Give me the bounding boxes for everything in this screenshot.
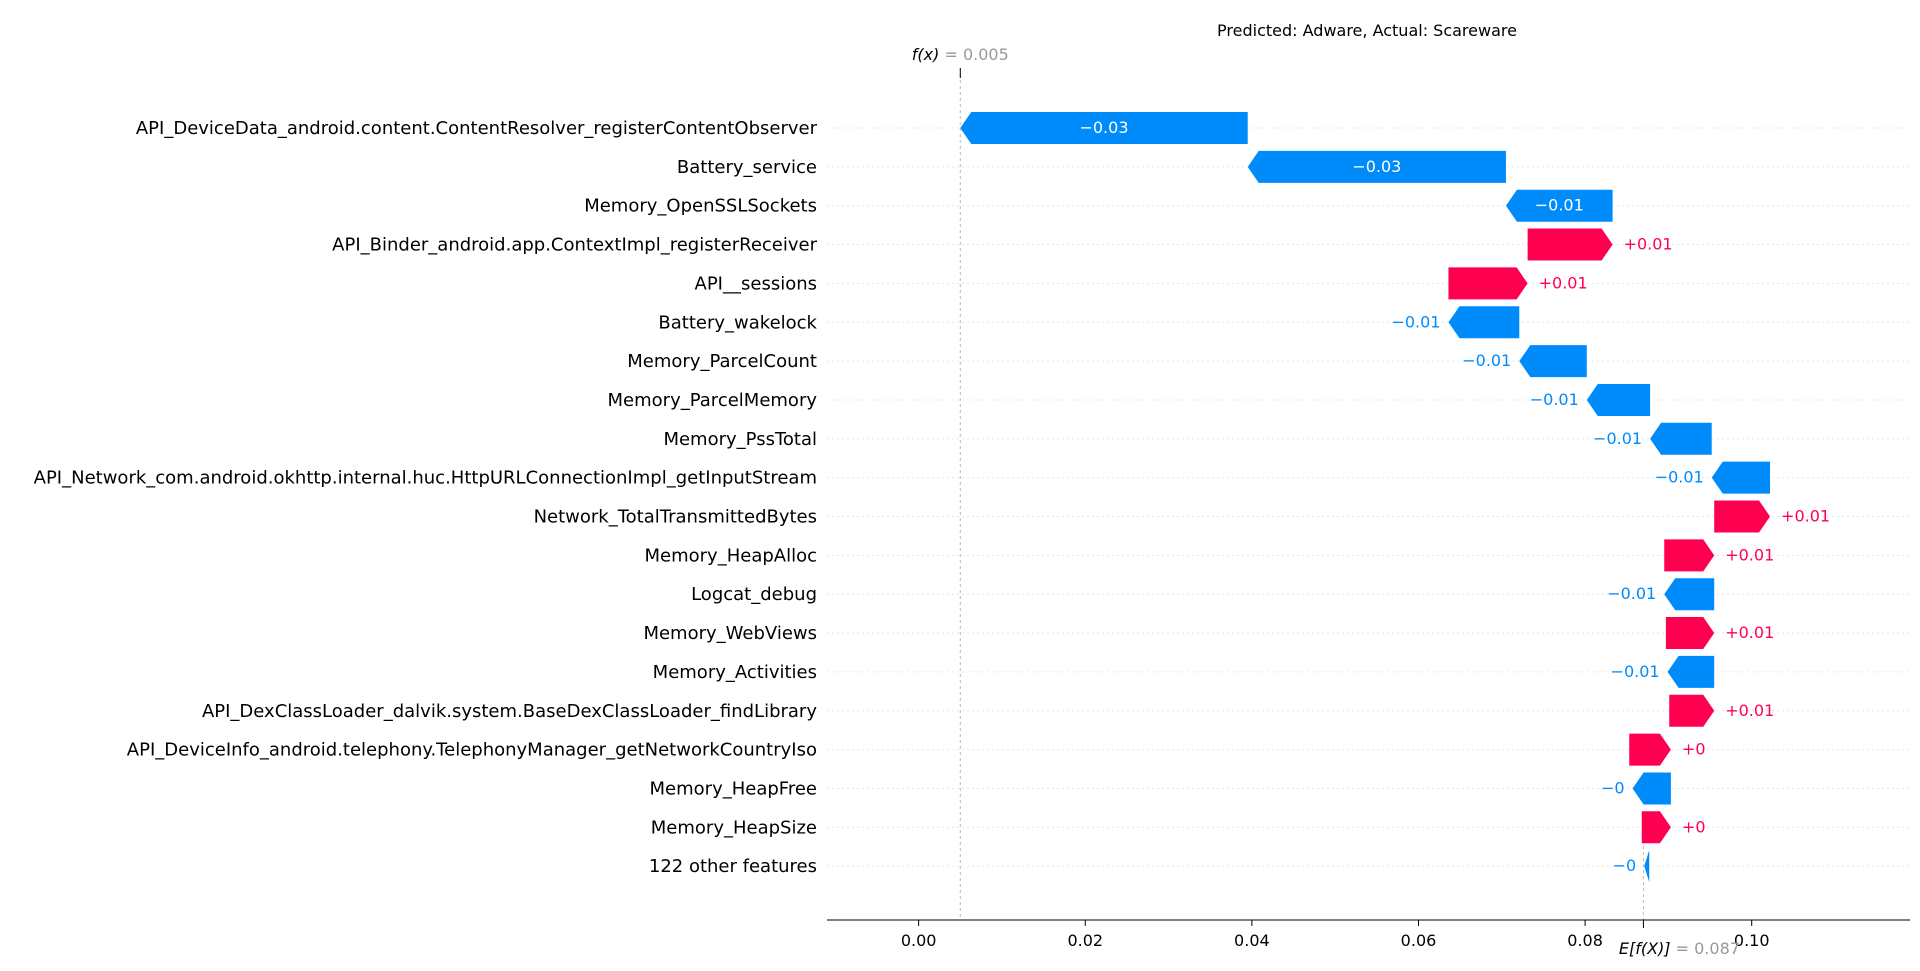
feature-label: Memory_ParcelMemory xyxy=(608,390,818,411)
bar xyxy=(1505,189,1613,222)
bar xyxy=(1519,345,1587,378)
feature-label: Memory_HeapSize xyxy=(651,817,817,838)
x-tick-label: 0.02 xyxy=(1067,931,1103,950)
feature-label: Logcat_debug xyxy=(691,584,817,605)
value-label: −0.01 xyxy=(1391,312,1440,331)
value-label: +0.01 xyxy=(1725,701,1774,720)
value-label: −0.01 xyxy=(1607,584,1656,603)
value-label: +0.01 xyxy=(1725,545,1774,564)
value-label: −0 xyxy=(1601,778,1625,797)
value-label: −0 xyxy=(1613,856,1637,875)
value-label: +0.01 xyxy=(1725,623,1774,642)
x-tick-label: 0.08 xyxy=(1567,931,1603,950)
bar xyxy=(1632,772,1671,805)
feature-label: API_DexClassLoader_dalvik.system.BaseDex… xyxy=(202,701,817,722)
value-label: +0 xyxy=(1682,740,1706,759)
value-label: +0 xyxy=(1682,817,1706,836)
x-tick-label: 0.00 xyxy=(901,931,937,950)
bar xyxy=(1448,267,1528,300)
value-label: −0.01 xyxy=(1593,429,1642,448)
value-label: −0.03 xyxy=(1079,118,1128,137)
value-label: −0.01 xyxy=(1530,390,1579,409)
feature-label: Memory_WebViews xyxy=(643,623,817,644)
bar xyxy=(1664,578,1715,611)
feature-label: Memory_ParcelCount xyxy=(627,351,817,372)
bar xyxy=(1667,655,1715,688)
feature-label: Memory_HeapFree xyxy=(650,778,817,799)
bar xyxy=(1650,422,1712,455)
value-label: +0.01 xyxy=(1539,273,1588,292)
feature-label: API_DeviceInfo_android.telephony.Telepho… xyxy=(127,740,817,761)
bar xyxy=(1714,500,1771,533)
fx-annotation: f(x) = 0.005 xyxy=(912,45,1009,64)
feature-label: Memory_HeapAlloc xyxy=(645,545,818,566)
value-label: −0.03 xyxy=(1352,157,1401,176)
x-tick-label: 0.04 xyxy=(1234,931,1270,950)
bar xyxy=(1448,306,1520,339)
value-label: +0.01 xyxy=(1624,235,1673,254)
feature-label: Memory_OpenSSLSockets xyxy=(584,196,817,217)
feature-label: API_Network_com.android.okhttp.internal.… xyxy=(34,468,817,489)
value-label: −0.01 xyxy=(1462,351,1511,370)
bar xyxy=(1665,617,1715,650)
bars-layer xyxy=(960,112,1771,883)
bar xyxy=(1629,733,1671,766)
value-label: −0.01 xyxy=(1611,662,1660,681)
bar xyxy=(1247,150,1506,183)
feature-label: Network_TotalTransmittedBytes xyxy=(534,507,817,528)
feature-label: Battery_service xyxy=(677,157,817,178)
feature-label: 122 other features xyxy=(649,856,817,877)
bar xyxy=(960,112,1248,144)
bar xyxy=(1641,811,1671,844)
feature-label: Memory_PssTotal xyxy=(663,429,817,450)
chart-title: Predicted: Adware, Actual: Scareware xyxy=(1217,21,1517,40)
bar xyxy=(1664,539,1715,572)
grid-layer xyxy=(827,68,1910,920)
bar xyxy=(1669,694,1715,727)
bar xyxy=(1644,850,1650,883)
x-tick-label: 0.06 xyxy=(1401,931,1437,950)
feature-label: API_Binder_android.app.ContextImpl_regis… xyxy=(332,235,817,256)
value-label: +0.01 xyxy=(1781,507,1830,526)
base-annotation: E[f(X)] = 0.087 xyxy=(1619,939,1740,958)
feature-label: Memory_Activities xyxy=(653,662,817,683)
bar xyxy=(1527,228,1613,261)
x-tick-label: 0.10 xyxy=(1734,931,1770,950)
bar xyxy=(1586,383,1651,416)
feature-label: Battery_wakelock xyxy=(658,312,817,333)
value-label: −0.01 xyxy=(1535,196,1584,215)
value-label: −0.01 xyxy=(1655,468,1704,487)
labels-layer: f(x) = 0.005 API_DeviceData_android.conte… xyxy=(34,45,1830,877)
feature-label: API__sessions xyxy=(695,273,817,294)
feature-label: API_DeviceData_android.content.ContentRe… xyxy=(136,118,818,139)
bar xyxy=(1711,461,1771,494)
x-axis: 0.00 0.02 0.04 0.06 0.08 0.10E[f(X)] = 0.087 xyxy=(827,919,1910,958)
